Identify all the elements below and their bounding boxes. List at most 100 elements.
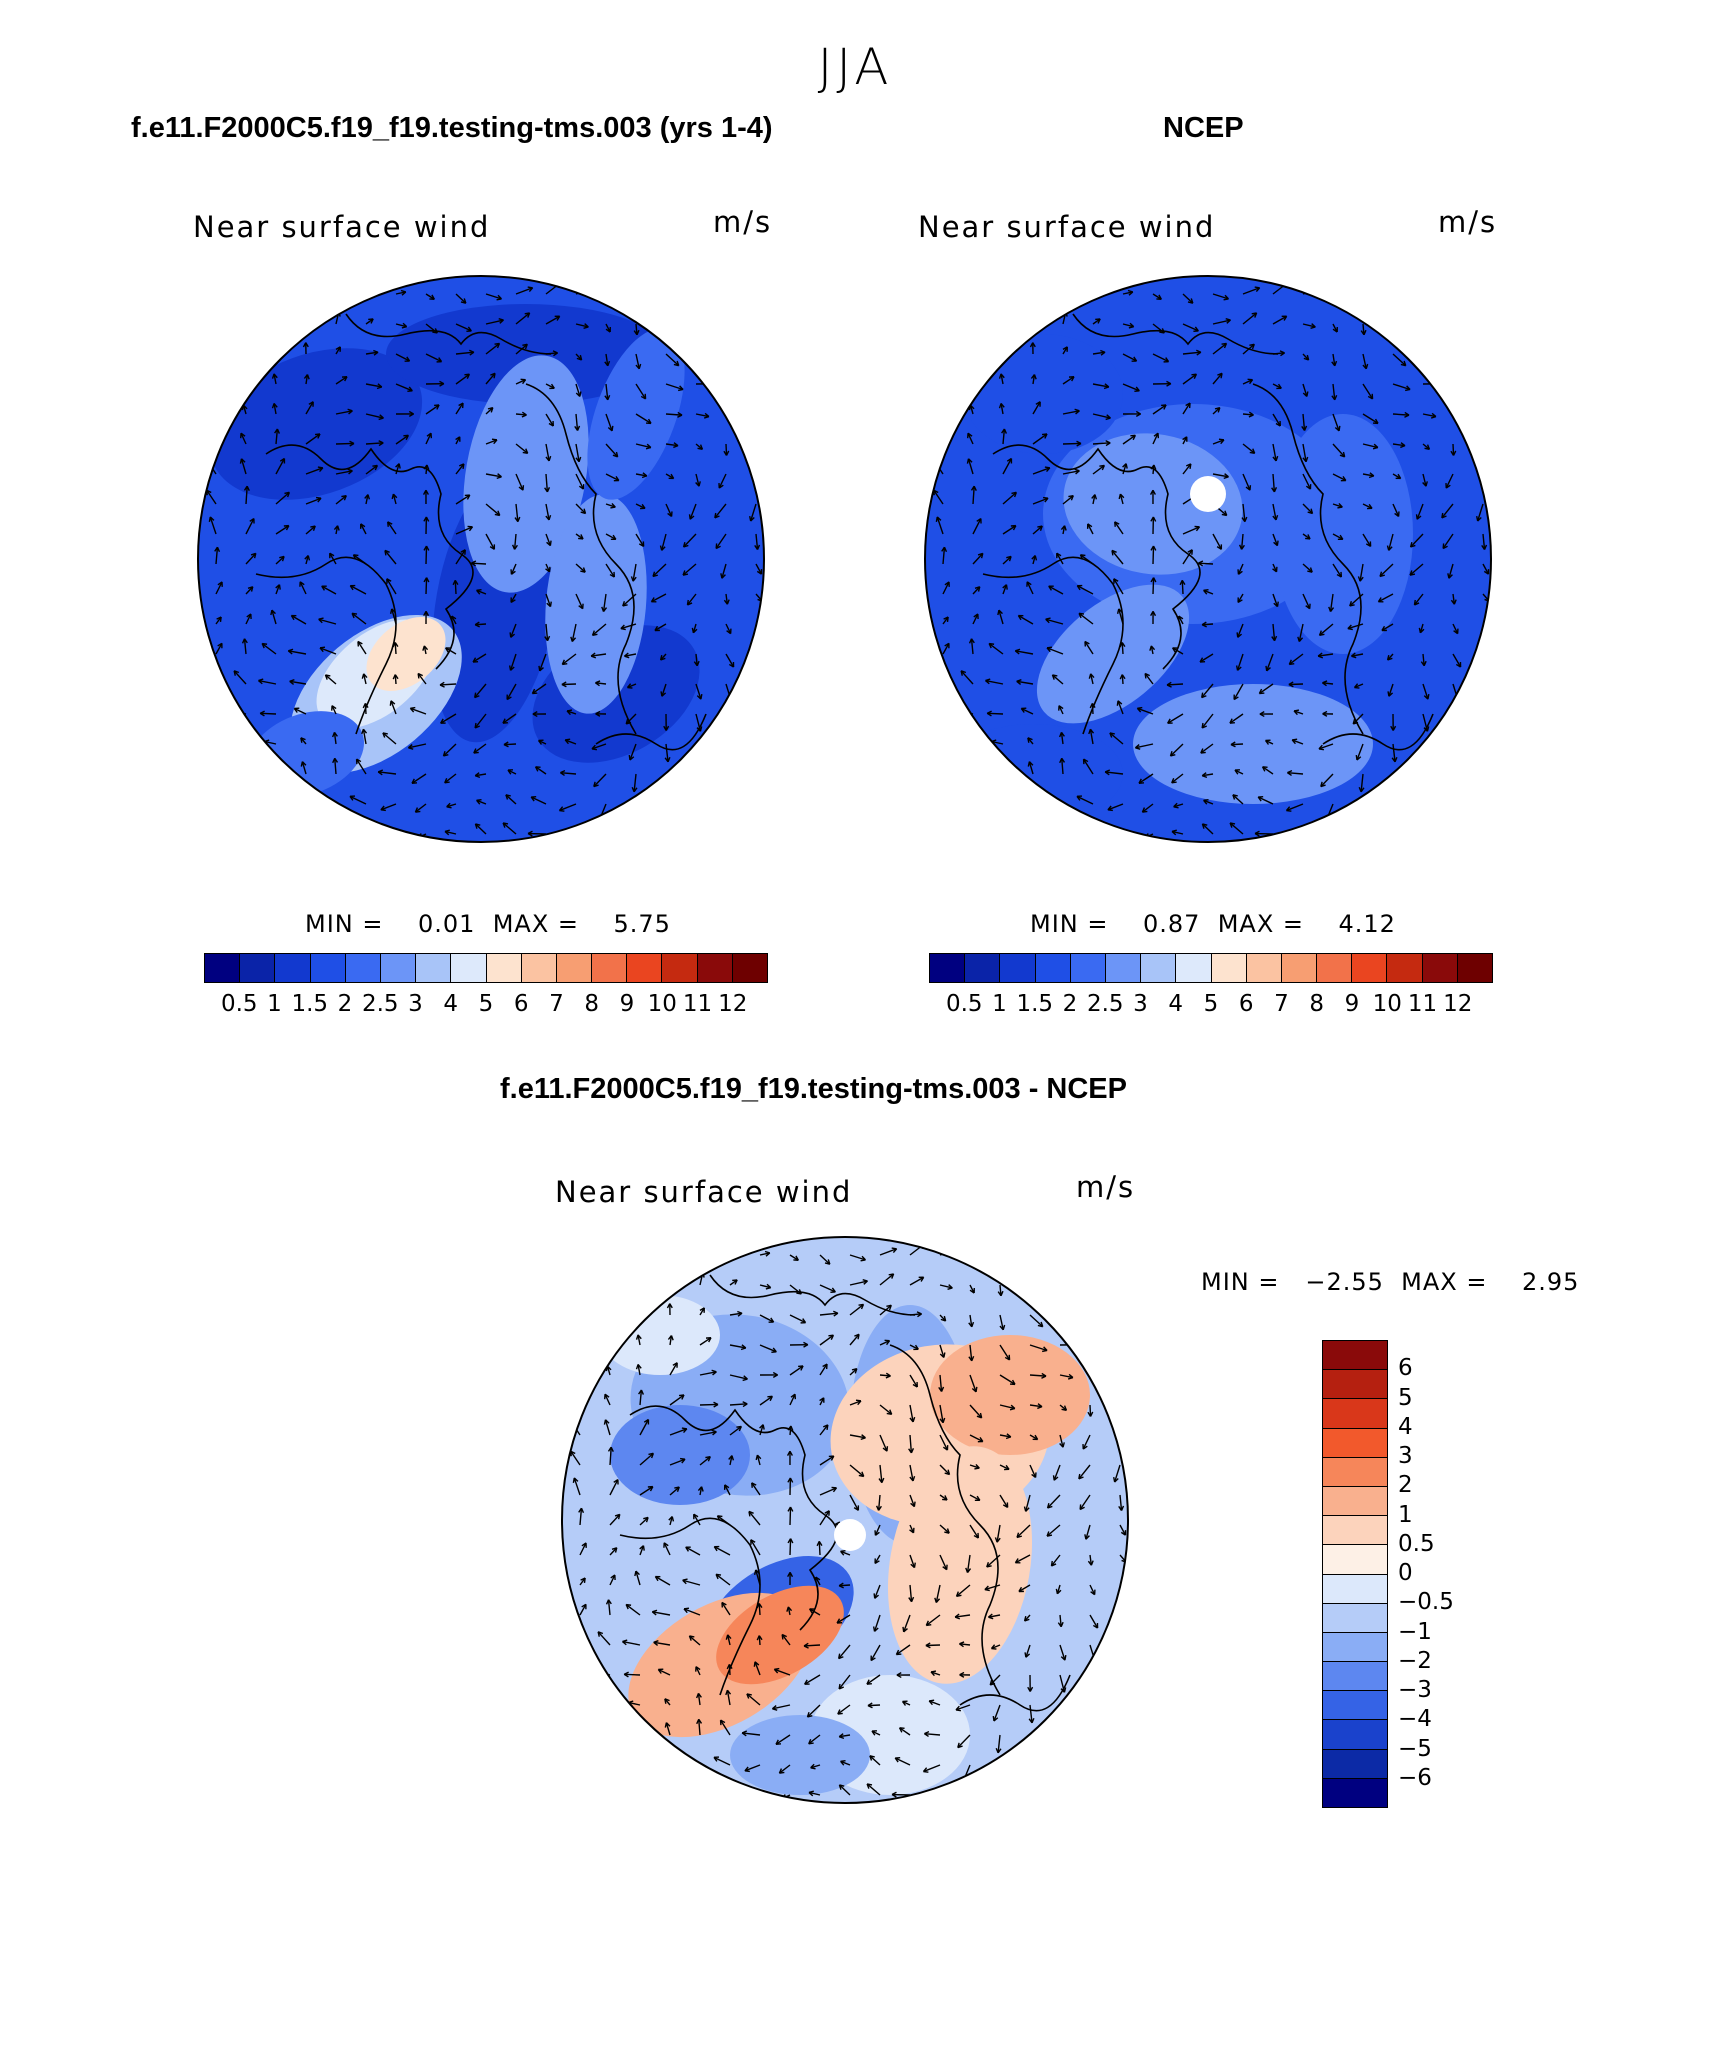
wind-vector (1242, 312, 1258, 325)
wind-vector (698, 1719, 701, 1736)
wind-vector (1410, 533, 1424, 548)
wind-vector (819, 1284, 836, 1293)
wind-vector (726, 1690, 731, 1706)
wind-vector (803, 1644, 821, 1647)
wind-vector (1332, 353, 1336, 366)
wind-vector (871, 1730, 881, 1736)
wind-vector (1089, 729, 1094, 745)
wind-vector (819, 1424, 829, 1436)
wind-vector (1062, 442, 1082, 445)
wind-vector (455, 323, 472, 332)
obs-min-max: MIN = 0.87 MAX = 4.12 (1030, 910, 1396, 938)
colorbar-tick-label: −0.5 (1398, 1589, 1454, 1616)
wind-vector (955, 1704, 971, 1711)
wind-vector (593, 773, 607, 788)
wind-vector (969, 1434, 984, 1443)
wind-vector (624, 653, 637, 657)
wind-vector (1182, 293, 1194, 304)
wind-vector (604, 1393, 611, 1406)
wind-vector (808, 1734, 821, 1745)
wind-vector (637, 1364, 641, 1376)
wind-vector (933, 489, 944, 505)
wind-vector (969, 1494, 981, 1501)
wind-vector (1152, 353, 1169, 363)
wind-vector (725, 443, 728, 456)
wind-vector (819, 1334, 834, 1346)
colorbar-tick-label: 7 (1274, 991, 1289, 1017)
wind-vector (275, 555, 285, 565)
wind-vector (923, 1764, 941, 1773)
wind-vector (592, 623, 607, 636)
wind-vector (305, 374, 309, 385)
wind-vector (545, 383, 555, 389)
wind-vector (838, 1674, 851, 1690)
wind-vector (444, 773, 457, 784)
wind-vector (575, 323, 589, 328)
wind-vector (1092, 318, 1101, 325)
wind-vector (275, 584, 281, 595)
wind-vector (1032, 467, 1051, 475)
wind-vector (665, 1722, 671, 1736)
wind-vector (609, 1447, 612, 1466)
wind-vector (1141, 803, 1154, 813)
wind-vector (351, 612, 367, 625)
wind-vector (652, 563, 667, 577)
wind-vector (665, 503, 673, 517)
wind-vector (515, 443, 529, 454)
wind-vector (1272, 593, 1279, 607)
wind-vector (819, 1254, 831, 1265)
wind-vector (275, 491, 290, 505)
wind-vector (683, 1608, 701, 1616)
wind-vector (1302, 593, 1311, 609)
wind-vector (725, 653, 735, 668)
wind-vector (758, 1635, 761, 1646)
wind-vector (699, 1371, 717, 1376)
wind-vector (879, 1464, 883, 1483)
colorbar-tick-label: −2 (1398, 1647, 1432, 1674)
wind-vector (819, 1487, 837, 1496)
wind-vector (665, 473, 675, 480)
wind-vector (1182, 463, 1192, 475)
wind-vector (1089, 1404, 1092, 1417)
map-boundary (924, 275, 1492, 843)
wind-vector (395, 323, 407, 328)
wind-vector (837, 1704, 851, 1715)
wind-vector (1318, 653, 1334, 657)
wind-vector (1121, 642, 1124, 655)
wind-vector (658, 1668, 671, 1676)
wind-vector (840, 1550, 851, 1556)
wind-vector (689, 503, 697, 520)
wind-vector (605, 443, 619, 458)
wind-vector (972, 552, 984, 565)
wind-vector (866, 1674, 881, 1685)
colorbar-tick-label: 0 (1398, 1560, 1413, 1586)
colorbar-swatch (380, 954, 417, 982)
wind-vector (1482, 563, 1490, 575)
wind-vector (1212, 533, 1222, 550)
wind-vector (605, 353, 609, 366)
wind-vector (607, 1599, 611, 1616)
wind-vector (1272, 503, 1277, 521)
wind-vector (758, 1603, 761, 1616)
wind-vector (699, 1403, 719, 1406)
contour-region (1273, 414, 1413, 654)
wind-vector (728, 1664, 731, 1676)
wind-vector (1062, 495, 1074, 505)
wind-vector (471, 562, 487, 565)
wind-vector (545, 352, 558, 355)
colorbar-swatch (1323, 1428, 1387, 1458)
wind-vector (335, 376, 348, 385)
wind-vector (1152, 464, 1155, 475)
wind-vector (275, 525, 290, 535)
wind-vector (939, 1554, 948, 1570)
wind-vector (510, 623, 517, 638)
wind-vector (1152, 432, 1159, 445)
wind-vector (695, 653, 698, 666)
wind-vector (233, 670, 247, 685)
colorbar-tick-label: 0.5 (220, 991, 258, 1017)
contour-region (366, 617, 446, 691)
wind-vector (240, 458, 247, 475)
wind-vector (721, 563, 727, 579)
wind-vector (362, 729, 367, 745)
wind-vector (1482, 623, 1491, 636)
